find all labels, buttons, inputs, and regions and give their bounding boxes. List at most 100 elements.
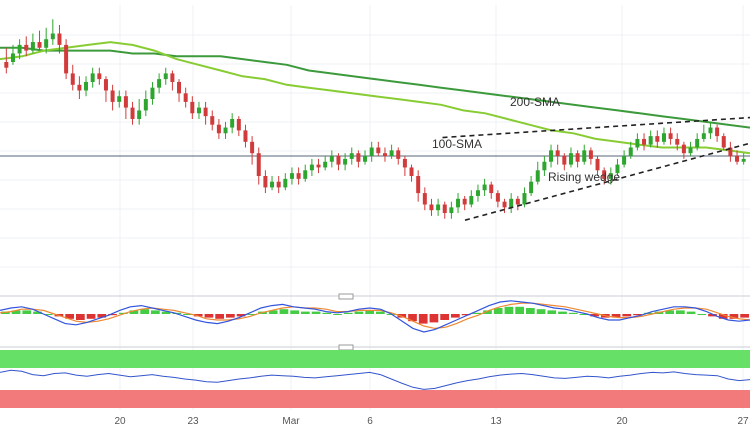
macd-hist-bar [633,314,642,316]
candle-body [329,156,334,162]
rsi-line [0,369,750,390]
macd-hist-bar [376,311,385,314]
pane-divider-2[interactable] [0,344,750,351]
macd-hist-bar [536,309,546,314]
candle-body [64,44,69,74]
candle-body [721,136,726,148]
candle-body [143,99,148,111]
candle-body [735,156,740,162]
candle-body [24,44,29,51]
candle-body [309,164,314,171]
candle-body [648,136,653,145]
candle-body [442,204,447,214]
candle-body [622,156,627,165]
macd-hist-bar [440,314,449,320]
macd-signal-line [0,302,750,330]
macd-hist-bar [11,310,21,314]
candle-body [17,44,22,54]
macd-hist-bar [322,312,332,314]
candle-body [163,73,168,80]
macd-hist-bar [33,311,42,314]
macd-hist-bar [354,311,364,314]
x-axis: 20 23 Mar 6 13 20 27 [114,416,749,427]
candle-body [223,127,228,134]
candle-body [529,181,534,194]
candle-body [110,90,115,102]
macd-hist-bar [236,314,246,317]
candle-body [575,153,580,162]
candle-body [157,79,162,88]
x-tick-label: 20 [616,416,628,427]
candle-body [522,193,527,205]
candle-body [196,107,201,114]
candle-body [462,198,467,205]
candle-body [256,153,261,176]
candle-body [44,39,49,48]
macd-hist-bar [547,310,557,314]
candle-body [675,138,680,145]
candle-body [449,207,454,214]
candle-body [728,147,733,157]
sma-100-label: 100-SMA [432,137,482,151]
candle-body [695,138,700,148]
candle-body [602,170,607,179]
candle-body [422,193,427,205]
candle-body [263,176,268,188]
rsi-oversold-band [0,390,750,408]
rsi-overbought-band [0,350,750,368]
candle-body [303,170,308,179]
macd-hist-bar [151,310,160,314]
macd-hist-bar [590,314,599,317]
candle-body [30,42,35,51]
macd-hist-bar [451,314,460,318]
pane-resize-handle[interactable] [338,293,354,300]
candle-body [323,161,328,168]
candle-body [708,127,713,134]
candle-body [236,119,241,131]
x-tick-label: Mar [282,416,300,427]
macd-hist-bar [526,308,535,314]
candle-body [363,156,368,162]
macd-hist-bar [365,310,374,314]
macd-hist-bar [247,314,257,315]
wedge-lower-line [464,142,750,221]
pane-divider-1[interactable] [0,293,750,300]
macd-hist-bar [418,314,428,324]
candle-body [117,96,122,102]
candle-body [137,110,142,119]
macd-hist-bar [129,310,139,314]
candle-body [57,33,62,45]
candle-body [475,190,480,196]
candle-body [50,33,55,40]
candle-body [270,181,275,188]
candle-body [608,173,613,179]
candle-body [289,173,294,179]
macd-hist-bar [504,306,514,314]
candle-body [562,156,567,165]
price-grid [0,5,750,410]
rsi-pane [0,350,750,408]
x-tick-label: 27 [737,416,749,427]
macd-hist-bar [301,311,310,314]
candle-body [715,127,720,137]
pane-resize-handle[interactable] [338,344,354,351]
candle-body [389,150,394,157]
macd-hist-bar [568,312,578,314]
candlesticks [4,19,746,219]
candle-body [103,79,108,91]
macd-hist-bar [493,308,503,314]
candle-body [416,176,421,194]
sma-200-line [0,46,750,129]
candle-body [216,124,221,134]
candle-body [688,147,693,154]
macd-pane [0,300,750,333]
candle-body [429,204,434,211]
candle-body [376,147,381,154]
candle-body [4,62,9,68]
candle-body [549,150,554,162]
macd-hist-bar [697,314,707,315]
candle-body [456,198,461,208]
macd-hist-bar [183,314,192,315]
candle-body [502,201,507,208]
macd-hist-bar [108,314,117,316]
